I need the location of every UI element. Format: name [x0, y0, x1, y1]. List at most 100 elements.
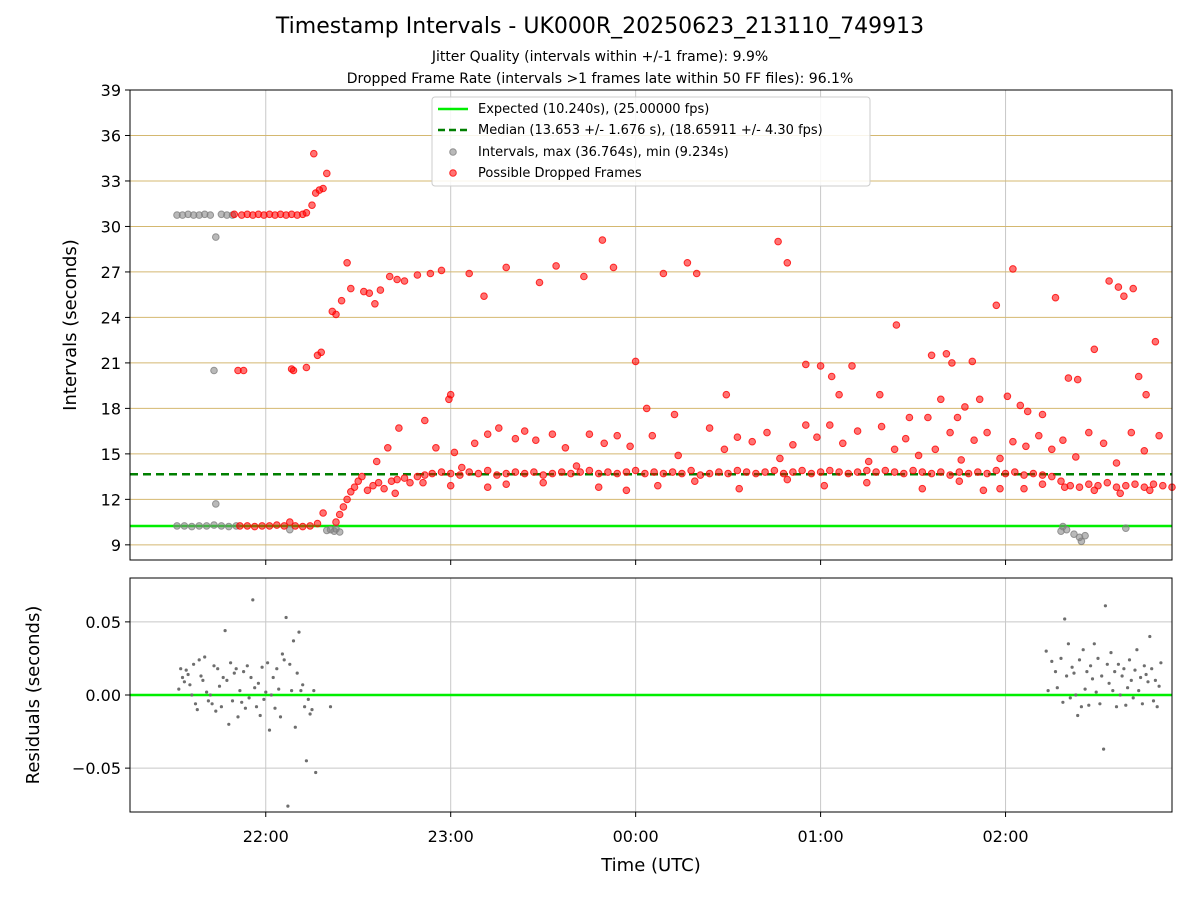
residual-point	[1150, 667, 1154, 671]
residual-point	[1126, 686, 1130, 690]
dropped-frame-point	[391, 489, 400, 498]
dropped-frame-point	[384, 444, 392, 452]
dropped-frame-point	[720, 445, 729, 454]
intervals-panel: 9 12 15 18 21 24 27 30 33 36 39 Intervals (seconds…	[60, 81, 1176, 565]
dropped-frame-point	[853, 427, 862, 435]
residual-point	[1079, 705, 1083, 709]
dropped-frame-point	[332, 310, 340, 319]
dropped-frame-point	[291, 522, 300, 530]
residual-point	[247, 696, 251, 700]
dropped-frame-point	[678, 469, 686, 478]
dropped-frame-point	[594, 483, 603, 492]
dropped-frame-point	[890, 468, 899, 476]
dropped-frame-point	[376, 286, 385, 294]
dropped-frame-point	[909, 466, 917, 475]
dropped-frame-point	[1016, 401, 1025, 410]
residual-point	[1065, 674, 1069, 678]
dropped-frame-point	[1003, 392, 1012, 401]
dropped-frame-point	[670, 410, 679, 419]
residual-point	[179, 667, 183, 671]
dropped-frame-point	[358, 472, 366, 481]
dropped-frame-point	[480, 292, 488, 301]
dropped-frame-point	[890, 445, 899, 454]
residual-point	[301, 683, 305, 687]
residual-point	[227, 722, 231, 726]
dropped-frame-point	[892, 321, 901, 329]
residual-point	[201, 678, 205, 683]
intervals-y-tick-label: 36	[101, 126, 121, 145]
dropped-frame-point	[1060, 483, 1069, 492]
dropped-frame-point	[816, 362, 825, 370]
residual-point	[1127, 658, 1132, 662]
dropped-frame-point	[493, 471, 501, 479]
dropped-frame-point	[1116, 489, 1124, 498]
residual-point	[1155, 705, 1159, 709]
dropped-frame-point	[332, 518, 340, 526]
residual-point	[1146, 680, 1150, 684]
residual-point	[267, 728, 272, 732]
dropped-frame-point	[343, 495, 351, 504]
residual-point	[1124, 703, 1128, 707]
dropped-frame-point	[876, 390, 884, 399]
dropped-frame-point	[446, 390, 455, 399]
dropped-frame-point	[942, 350, 951, 358]
dropped-frame-point	[432, 444, 440, 452]
dropped-frame-point	[613, 431, 622, 440]
dropped-frame-point	[1075, 483, 1084, 492]
chart-title: Timestamp Intervals - UK000R_20250623_21…	[275, 14, 925, 39]
residual-point	[1111, 689, 1115, 693]
dropped-frame-point	[820, 481, 829, 490]
dropped-frame-point	[419, 478, 427, 487]
dropped-frame-point	[483, 466, 492, 475]
residual-point	[234, 667, 238, 671]
residual-point	[1133, 668, 1137, 672]
residual-point	[266, 661, 270, 665]
dropped-frame-point	[650, 468, 658, 476]
dropped-frame-point	[813, 433, 821, 442]
dropped-frame-point	[535, 278, 544, 287]
residual-point	[1081, 648, 1085, 652]
dropped-frame-point	[572, 462, 581, 470]
residual-point	[1142, 664, 1146, 668]
dropped-frame-point	[996, 484, 1004, 493]
dropped-frame-point	[864, 457, 873, 466]
residuals-x-ticks: 22:00 23:00 00:00 01:00 02:00	[243, 812, 1029, 846]
dropped-frame-point	[289, 366, 298, 375]
dropped-frame-point	[380, 484, 388, 493]
dropped-frame-point	[511, 434, 520, 443]
dropped-frame-point	[1035, 431, 1043, 440]
residual-point	[1085, 670, 1089, 674]
residual-point	[1114, 705, 1119, 709]
dropped-frame-point	[1112, 459, 1121, 467]
dropped-frame-point	[470, 439, 479, 448]
dropped-frame-point	[613, 469, 622, 478]
dropped-frame-point	[964, 469, 973, 478]
dropped-frame-point	[1073, 375, 1082, 384]
dropped-frame-point	[948, 359, 956, 367]
dropped-frame-point	[437, 468, 446, 476]
residual-point	[1116, 662, 1120, 666]
dropped-frame-point	[400, 277, 409, 285]
dropped-frame-point	[674, 451, 683, 460]
dropped-frame-point	[839, 439, 847, 448]
dropped-frame-point	[437, 266, 446, 275]
dropped-frame-point	[483, 430, 492, 439]
dropped-frame-point	[319, 509, 327, 517]
residuals-y-axis-label: Residuals (seconds)	[23, 606, 44, 785]
dropped-frame-point	[258, 522, 266, 530]
dropped-frame-point	[298, 522, 307, 531]
dropped-frame-point	[770, 466, 779, 475]
legend-intervals-label: Intervals, max (36.764s), min (9.234s)	[478, 145, 729, 160]
interval-point	[173, 522, 181, 530]
residual-point	[299, 689, 303, 693]
dropped-frame-point	[1122, 481, 1130, 490]
x-tick-label: 00:00	[613, 827, 659, 846]
dropped-frame-point	[863, 478, 871, 487]
interval-point	[180, 522, 189, 530]
dropped-frame-point	[406, 478, 414, 487]
dropped-frame-point	[1155, 431, 1163, 440]
residual-point	[288, 662, 292, 666]
x-tick-label: 01:00	[798, 827, 844, 846]
interval-point	[1070, 530, 1078, 539]
residual-point	[308, 712, 312, 716]
